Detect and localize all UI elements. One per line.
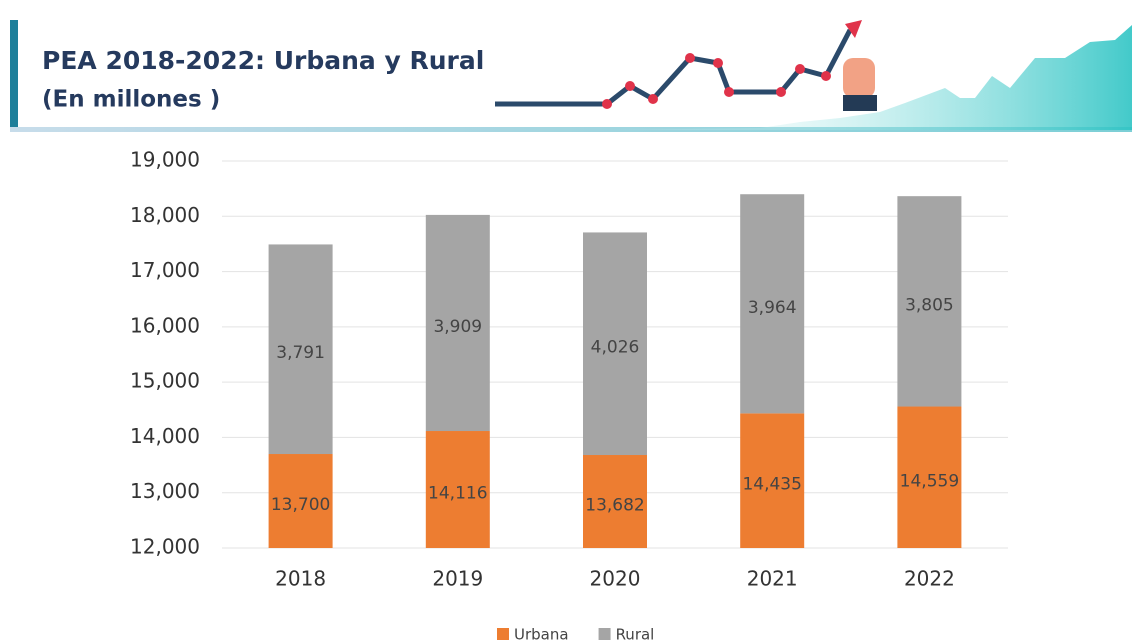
x-tick-label: 2018 (275, 567, 326, 591)
value-label: 3,805 (905, 295, 954, 315)
bar-segment (425, 214, 490, 432)
legend-swatch (497, 628, 509, 640)
chart-subtitle: (En millones ) (42, 87, 220, 113)
header-decoration (10, 20, 1132, 132)
legend-label: Urbana (514, 626, 569, 644)
value-label: 13,682 (585, 496, 644, 516)
bar-segment (268, 244, 333, 455)
x-tick-label: 2021 (747, 567, 798, 591)
bar-segment (425, 431, 490, 548)
legend-label: Rural (616, 626, 655, 644)
bar-segment (583, 455, 647, 548)
x-tick-label: 2022 (904, 567, 955, 591)
bar-segment (268, 454, 333, 548)
y-tick-label: 14,000 (130, 424, 200, 448)
value-label: 4,026 (591, 338, 640, 358)
y-tick-label: 12,000 (130, 535, 200, 559)
x-tick-label: 2020 (590, 567, 641, 591)
bar-segment (740, 413, 805, 548)
y-tick-label: 19,000 (130, 148, 200, 172)
value-label: 3,964 (748, 298, 797, 318)
y-tick-label: 13,000 (130, 479, 200, 503)
value-label: 13,700 (271, 495, 330, 515)
y-tick-label: 17,000 (130, 258, 200, 282)
bar-segment (897, 406, 962, 548)
x-tick-label: 2019 (432, 567, 483, 591)
chart-title: PEA 2018-2022: Urbana y Rural (42, 46, 484, 75)
y-tick-label: 15,000 (130, 369, 200, 393)
bar-segment (583, 232, 647, 456)
value-label: 14,559 (900, 471, 959, 491)
value-label: 3,791 (276, 343, 325, 363)
y-tick-label: 18,000 (130, 203, 200, 227)
value-label: 3,909 (433, 317, 482, 337)
value-label: 14,116 (428, 484, 487, 504)
bar-segment (740, 194, 805, 414)
value-label: 14,435 (742, 475, 801, 495)
legend-swatch (598, 628, 611, 640)
y-tick-label: 16,000 (130, 313, 200, 337)
bar-segment (897, 196, 962, 407)
